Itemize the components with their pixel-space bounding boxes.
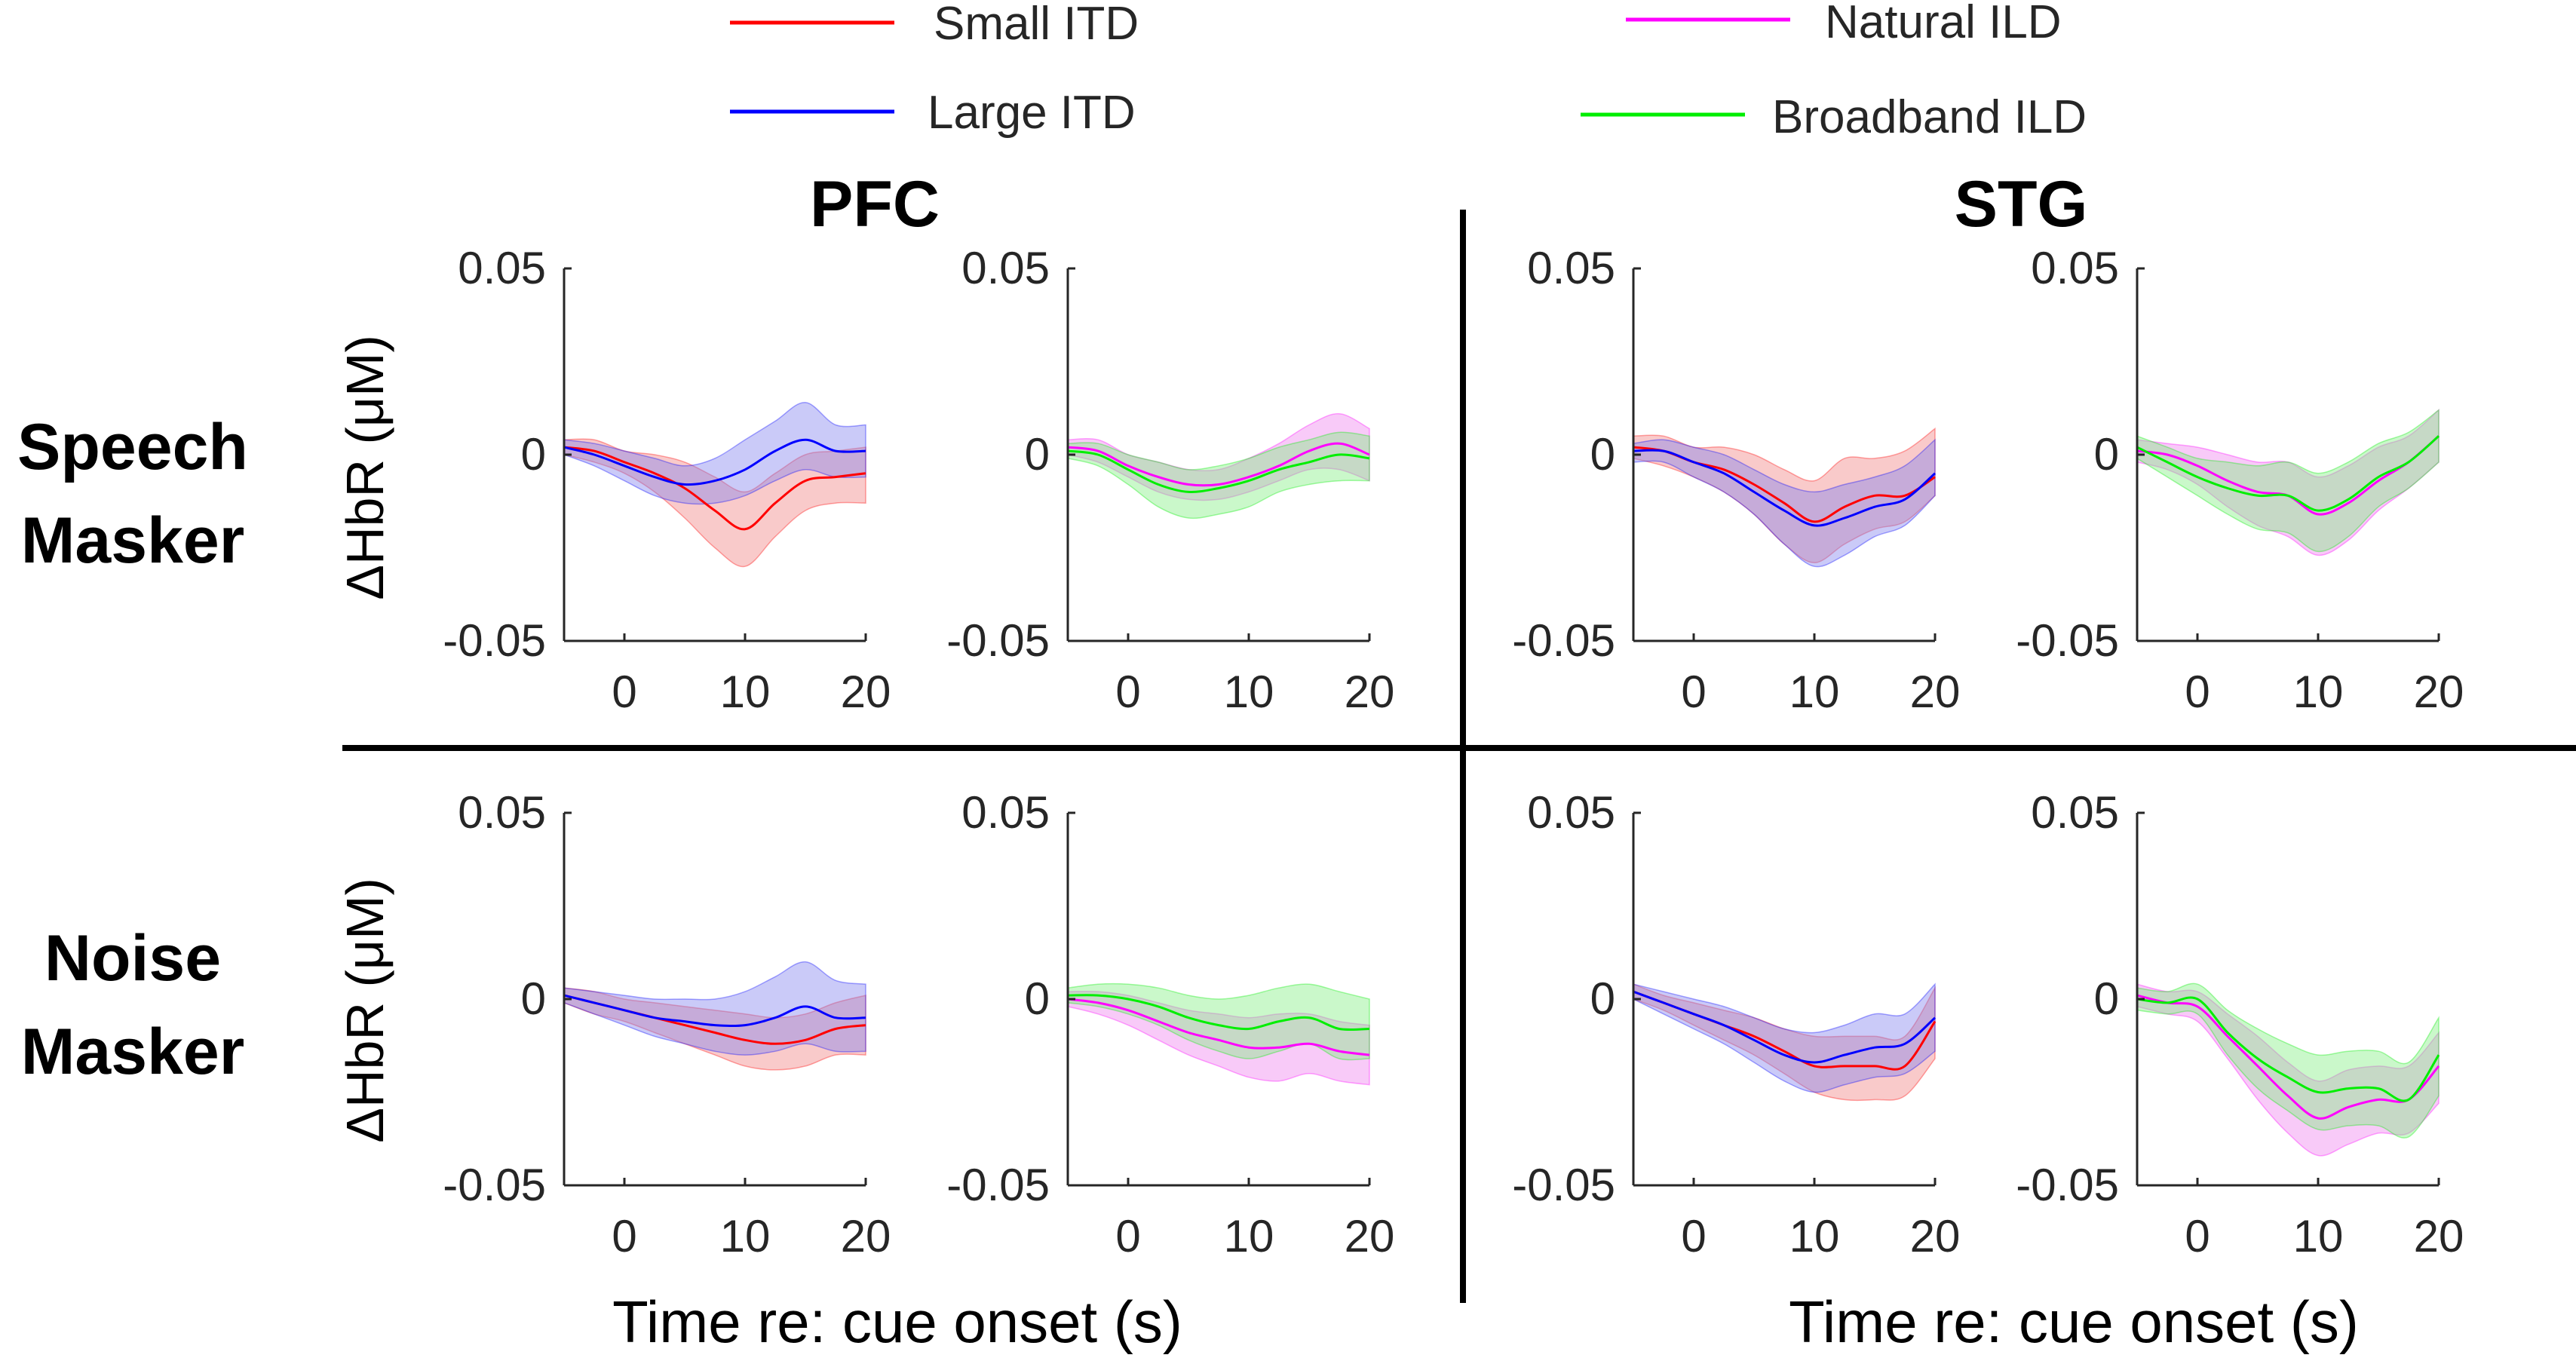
panel-pfc-noise-masker-itd: 0.05 0 -0.05 0 10 20 <box>443 787 891 1261</box>
x-tick-label: 10 <box>720 667 771 717</box>
y-tick-label: 0 <box>2094 973 2119 1024</box>
series-line-broadband-ild <box>2136 996 2440 1102</box>
y-tick-label: 0.05 <box>2031 243 2119 293</box>
series-line-broadband-ild <box>1067 994 1370 1031</box>
x-tick-label: 0 <box>1115 667 1140 717</box>
panel-pfc-noise-masker-ild: 0.05 0 -0.05 0 10 20 <box>946 787 1394 1261</box>
series-line-large-itd <box>1633 449 1936 527</box>
legend: Small ITD Large ITD Natural ILD Broadban… <box>730 0 2087 143</box>
y-tick-label: 0.05 <box>458 787 546 838</box>
panel-stg-speech-masker-itd: 0.05 0 -0.05 0 10 20 <box>1512 243 1960 717</box>
y-tick-label: -0.05 <box>443 1160 546 1210</box>
panels: 0.05 0 -0.05 0 10 20 0.05 0 -0.05 0 10 20 0.05 0 -0.05… <box>443 243 2464 1261</box>
x-tick-label: 20 <box>1910 1211 1961 1261</box>
y-tick-label: 0 <box>1025 429 1050 480</box>
x-tick-label: 0 <box>1681 667 1706 717</box>
y-tick-label: 0 <box>1590 973 1615 1024</box>
ci-band-small-itd <box>563 987 866 1071</box>
ci-band-natural-ild <box>2136 409 2440 556</box>
ci-band-natural-ild <box>2136 983 2440 1157</box>
x-tick-label: 0 <box>2185 1211 2210 1261</box>
row-label-speech-line1: Speech <box>17 411 248 483</box>
ci-band-broadband-ild <box>2136 409 2440 553</box>
region-title-stg: STG <box>1955 168 2088 241</box>
x-tick-label: 0 <box>1115 1211 1140 1261</box>
y-tick-label: 0.05 <box>961 787 1050 838</box>
x-tick-label: 20 <box>841 667 891 717</box>
panel-stg-noise-masker-itd: 0.05 0 -0.05 0 10 20 <box>1512 787 1960 1261</box>
ci-band-broadband-ild <box>1067 982 1370 1061</box>
series-line-large-itd <box>563 438 866 486</box>
x-tick-label: 0 <box>1681 1211 1706 1261</box>
ci-band-large-itd <box>563 402 866 505</box>
ci-band-small-itd <box>1633 427 1936 564</box>
y-tick-label: -0.05 <box>946 615 1050 666</box>
x-axis-label-stg: Time re: cue onset (s) <box>1789 1289 2359 1355</box>
series-line-large-itd <box>1633 990 1937 1064</box>
y-tick-label: -0.05 <box>2016 1160 2119 1210</box>
y-tick-label: 0 <box>521 973 546 1024</box>
x-tick-label: 10 <box>2293 1211 2344 1261</box>
series-line-small-itd <box>563 446 866 531</box>
x-tick-label: 10 <box>1224 667 1274 717</box>
y-tick-label: -0.05 <box>946 1160 1050 1210</box>
ci-band-broadband-ild <box>1067 431 1370 520</box>
x-tick-label: 20 <box>1910 667 1961 717</box>
region-title-pfc: PFC <box>810 168 940 241</box>
x-tick-label: 10 <box>1789 667 1840 717</box>
y-tick-label: -0.05 <box>1512 615 1615 666</box>
row-label-noise-line2: Masker <box>21 1016 244 1088</box>
x-axis-label-pfc: Time re: cue onset (s) <box>612 1289 1182 1355</box>
legend-label-natural-ild: Natural ILD <box>1825 0 2062 48</box>
x-tick-label: 10 <box>1789 1211 1840 1261</box>
x-tick-label: 20 <box>2414 1211 2464 1261</box>
series-line-natural-ild <box>1067 442 1370 487</box>
panel-pfc-speech-masker-itd: 0.05 0 -0.05 0 10 20 <box>443 243 891 717</box>
y-tick-label: 0.05 <box>961 243 1050 293</box>
x-tick-label: 0 <box>612 1211 636 1261</box>
x-tick-label: 10 <box>2293 667 2344 717</box>
y-tick-label: 0.05 <box>1527 787 1615 838</box>
row-label-noise-line1: Noise <box>44 922 221 995</box>
x-tick-label: 0 <box>612 667 636 717</box>
series-line-natural-ild <box>2136 994 2440 1120</box>
legend-label-large-itd: Large ITD <box>928 87 1136 139</box>
x-tick-label: 10 <box>720 1211 771 1261</box>
y-tick-label: 0 <box>521 429 546 480</box>
ci-band-small-itd <box>1633 983 1936 1102</box>
series-line-natural-ild <box>1067 998 1370 1056</box>
x-tick-label: 20 <box>1345 1211 1395 1261</box>
panel-stg-speech-masker-ild: 0.05 0 -0.05 0 10 20 <box>2016 243 2464 717</box>
legend-label-small-itd: Small ITD <box>934 0 1139 50</box>
ci-band-large-itd <box>1633 982 1936 1093</box>
panel-pfc-speech-masker-ild: 0.05 0 -0.05 0 10 20 <box>946 243 1394 717</box>
x-tick-label: 10 <box>1224 1211 1274 1261</box>
y-axis-label-bottom: ΔHbR (μM) <box>336 878 394 1143</box>
x-tick-label: 20 <box>1345 667 1395 717</box>
row-label-speech-line2: Masker <box>21 504 244 577</box>
y-tick-label: -0.05 <box>1512 1160 1615 1210</box>
x-tick-label: 0 <box>2185 667 2210 717</box>
legend-label-broadband-ild: Broadband ILD <box>1772 91 2087 143</box>
panel-stg-noise-masker-ild: 0.05 0 -0.05 0 10 20 <box>2016 787 2464 1261</box>
ci-band-broadband-ild <box>2136 982 2440 1139</box>
y-tick-label: 0 <box>1025 973 1050 1024</box>
y-axis-label-top: ΔHbR (μM) <box>336 335 394 600</box>
y-tick-label: -0.05 <box>2016 615 2119 666</box>
series-line-broadband-ild <box>2136 435 2440 512</box>
y-tick-label: 0 <box>2094 429 2119 480</box>
y-tick-label: 0 <box>1590 429 1615 480</box>
y-tick-label: 0.05 <box>1527 243 1615 293</box>
x-tick-label: 20 <box>841 1211 891 1261</box>
y-tick-label: 0.05 <box>458 243 546 293</box>
series-line-large-itd <box>563 994 866 1028</box>
y-tick-label: -0.05 <box>443 615 546 666</box>
series-line-broadband-ild <box>1067 449 1370 494</box>
ci-band-large-itd <box>563 961 866 1056</box>
x-tick-label: 20 <box>2414 667 2464 717</box>
y-tick-label: 0.05 <box>2031 787 2119 838</box>
